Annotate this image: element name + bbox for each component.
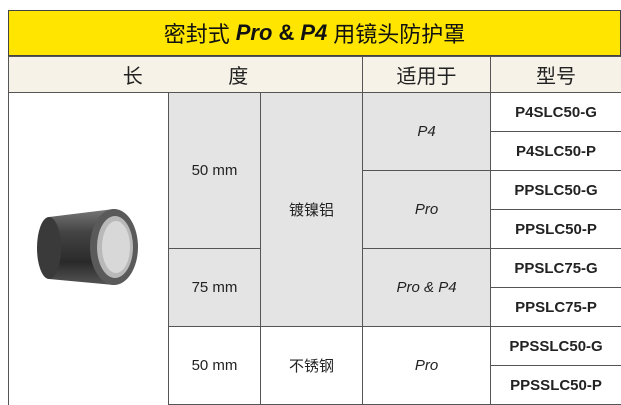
title-part: & bbox=[278, 20, 295, 45]
header-cell: 长 度 bbox=[7, 56, 364, 93]
material-cell: 镀镍铝 bbox=[259, 92, 364, 327]
applies-cell: Pro & P4 bbox=[362, 248, 492, 327]
header-cell: 型号 bbox=[490, 56, 621, 93]
material-cell: 不锈钢 bbox=[259, 326, 364, 405]
lens-cover-image bbox=[36, 208, 138, 285]
title-part: Pro bbox=[235, 20, 273, 45]
product-table: 密封式 Pro & P4 用镜头防护罩 长 度 适用于 型号 bbox=[7, 10, 621, 405]
model-cell: PPSLC50-G bbox=[490, 170, 621, 210]
table: 长 度 适用于 型号 50 mm bbox=[7, 56, 621, 405]
applies-cell: Pro bbox=[362, 326, 492, 405]
title-part: 用镜头防护罩 bbox=[333, 22, 466, 47]
applies-cell: P4 bbox=[362, 92, 492, 171]
header-cell: 适用于 bbox=[362, 56, 492, 93]
model-cell: PPSLC50-P bbox=[490, 209, 621, 249]
model-cell: P4SLC50-P bbox=[490, 131, 621, 171]
model-cell: PPSLC75-P bbox=[490, 287, 621, 327]
title-bar: 密封式 Pro & P4 用镜头防护罩 bbox=[8, 10, 621, 56]
length-cell: 50 mm bbox=[168, 92, 261, 249]
model-cell: PPSSLC50-G bbox=[490, 326, 621, 366]
length-cell: 50 mm bbox=[168, 326, 261, 405]
model-cell: PPSSLC50-P bbox=[490, 365, 621, 405]
applies-cell: Pro bbox=[362, 170, 492, 249]
title-part: 密封式 bbox=[163, 22, 230, 47]
model-cell: PPSLC75-G bbox=[490, 248, 621, 288]
title-part: P4 bbox=[300, 20, 328, 45]
length-cell: 75 mm bbox=[168, 248, 261, 327]
product-image-cell bbox=[8, 92, 169, 405]
model-cell: P4SLC50-G bbox=[490, 92, 621, 132]
